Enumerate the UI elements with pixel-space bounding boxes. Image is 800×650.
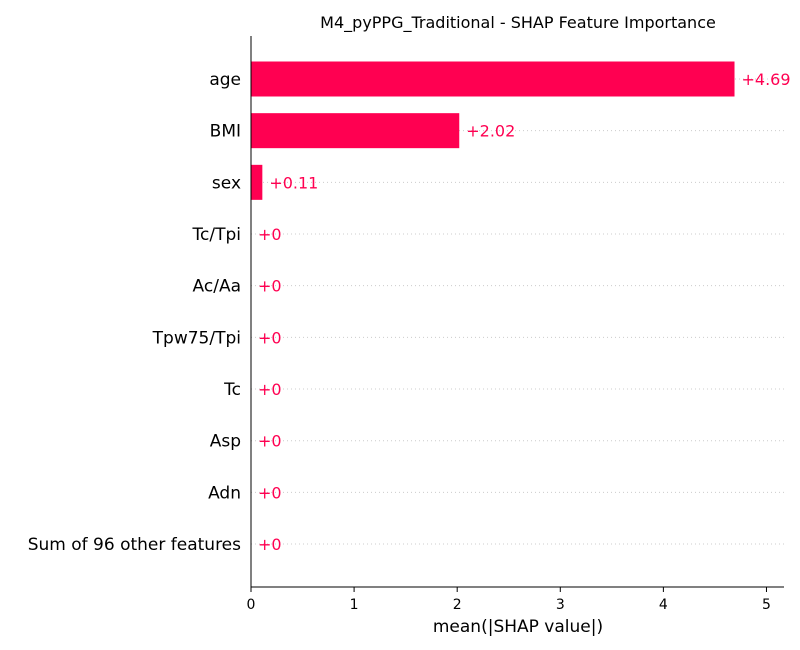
value-label: +0 [258, 432, 282, 451]
x-tick-label: 5 [762, 597, 771, 613]
value-label: +0 [258, 225, 282, 244]
feature-label: age [209, 70, 241, 90]
value-label-layer: +4.69 +2.02 +0.11 +0 +0 +0 +0 +0 +0 +0 [258, 70, 791, 554]
feature-label: BMI [210, 122, 241, 142]
x-tick-label: 2 [453, 597, 462, 613]
value-label: +0 [258, 380, 282, 399]
bar-1 [251, 113, 460, 149]
value-label: +0 [258, 535, 282, 554]
feature-label: Asp [210, 432, 241, 452]
feature-label: Tc [223, 380, 241, 400]
chart-title: M4_pyPPG_Traditional - SHAP Feature Impo… [320, 13, 716, 33]
bar-layer [251, 61, 735, 200]
x-axis-label: mean(|SHAP value|) [433, 617, 603, 637]
x-tick-label: 3 [556, 597, 565, 613]
value-label: +2.02 [466, 122, 515, 141]
x-tick-label: 1 [350, 597, 359, 613]
feature-label: Tc/Tpi [192, 225, 241, 245]
value-label: +4.69 [742, 70, 791, 89]
feature-label: Tpw75/Tpi [152, 328, 241, 348]
value-label: +0.11 [269, 173, 318, 192]
value-label: +0 [258, 483, 282, 502]
value-label: +0 [258, 328, 282, 347]
axis-layer: 0 1 2 3 4 5 [247, 36, 784, 613]
feature-label: sex [212, 173, 241, 193]
feature-label: Adn [208, 483, 241, 503]
grid-layer [251, 78, 784, 545]
x-tick-label: 0 [247, 597, 256, 613]
feature-label: Ac/Aa [193, 277, 241, 297]
bar-0 [251, 61, 735, 97]
bar-2 [251, 164, 263, 200]
feature-label-layer: age BMI sex Tc/Tpi Ac/Aa Tpw75/Tpi Tc Asp Adn Sum… [28, 70, 241, 555]
feature-label: Sum of 96 other features [28, 535, 241, 555]
value-label: +0 [258, 277, 282, 296]
x-tick-label: 4 [659, 597, 668, 613]
